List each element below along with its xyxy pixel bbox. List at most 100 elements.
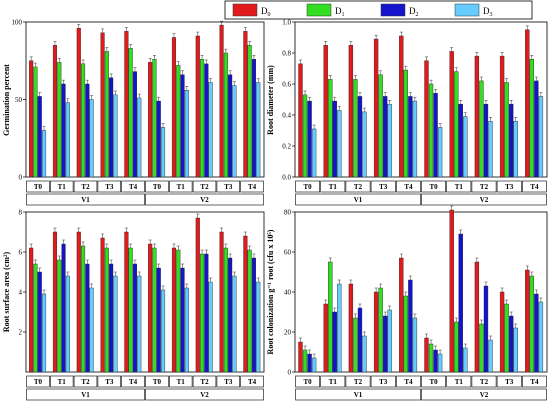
bar-D3-T2 — [208, 281, 213, 373]
category-label: T0 — [430, 183, 439, 191]
bar-D0-T3 — [219, 231, 224, 373]
category-box — [370, 375, 396, 388]
bar-D3-T1 — [65, 102, 70, 178]
category-box — [421, 180, 447, 193]
bar-D0-T3 — [100, 237, 105, 373]
bar-D2-T1 — [332, 311, 337, 373]
bar-D1-T4 — [247, 45, 252, 178]
group-box — [421, 193, 547, 206]
group-label: V1 — [81, 391, 90, 399]
bar-D3-T4 — [538, 96, 544, 178]
bar-D2-T4 — [534, 293, 539, 373]
group-box — [295, 193, 421, 206]
group-box — [421, 388, 547, 401]
category-label: T2 — [200, 183, 209, 191]
bar-D0-T2 — [474, 261, 480, 373]
bar-D1-T3 — [378, 74, 383, 178]
bar-D1-T1 — [176, 249, 181, 373]
y-axis-title: Root diameter (mm) — [266, 65, 275, 135]
bar-D3-T4 — [137, 97, 142, 178]
category-box — [26, 375, 50, 388]
bar-D3-T3 — [113, 94, 118, 178]
bar-D2-T0 — [433, 93, 438, 178]
bar-D1-T4 — [247, 249, 252, 373]
category-box — [421, 375, 447, 388]
bar-D3-T4 — [256, 82, 261, 178]
bar-D3-T3 — [113, 275, 118, 373]
category-box — [521, 180, 547, 193]
group-label: V1 — [81, 196, 90, 204]
category-box — [192, 180, 217, 193]
bar-D3-T2 — [89, 287, 94, 373]
bar-D1-T3 — [104, 247, 109, 373]
bar-D3-T1 — [337, 110, 342, 178]
bar-D2-T1 — [180, 267, 185, 373]
bar-D0-T1 — [323, 303, 328, 373]
bar-D0-T4 — [124, 231, 129, 373]
bar-D0-T4 — [525, 29, 530, 178]
bar-D1-T3 — [223, 52, 228, 178]
category-label: T2 — [81, 378, 90, 386]
category-box — [496, 375, 522, 388]
category-label: T0 — [430, 378, 439, 386]
group-box — [145, 388, 264, 401]
bar-D2-T2 — [204, 253, 209, 373]
bar-D0-T0 — [148, 243, 153, 373]
bar-D0-T3 — [499, 55, 505, 178]
bar-D2-T3 — [509, 315, 514, 373]
bar-D2-T4 — [251, 257, 256, 373]
group-label: V2 — [200, 391, 209, 399]
category-box — [345, 375, 371, 388]
y-tick-label: 0.6 — [282, 81, 291, 89]
bar-D2-T2 — [357, 307, 363, 373]
category-label: T3 — [105, 183, 114, 191]
bar-D3-T1 — [337, 283, 342, 373]
bar-D1-T2 — [479, 323, 484, 373]
bar-D3-T2 — [488, 339, 493, 373]
bar-D2-T4 — [408, 279, 413, 373]
bar-D2-T2 — [85, 83, 90, 178]
category-label: T3 — [505, 378, 514, 386]
bar-D0-T4 — [124, 31, 129, 178]
bar-D1-T0 — [302, 349, 308, 373]
bar-D1-T1 — [57, 259, 62, 373]
group-label: V2 — [480, 196, 489, 204]
bar-D2-T0 — [156, 267, 161, 373]
bar-D2-T2 — [85, 263, 90, 373]
bar-D2-T0 — [307, 100, 312, 178]
category-box — [446, 375, 472, 388]
category-box — [145, 375, 169, 388]
bar-D3-T0 — [437, 127, 443, 178]
bar-D3-T3 — [387, 309, 392, 373]
group-box — [295, 388, 421, 401]
bar-D0-T3 — [499, 291, 505, 373]
bar-D0-T0 — [29, 247, 34, 373]
category-box — [521, 375, 547, 388]
y-tick-label: 0 — [19, 174, 23, 182]
category-box — [395, 375, 421, 388]
bar-D1-T4 — [529, 275, 535, 373]
germination-panel: 0 50 100 Germination percent T0 T1 T2 T3 T4 T0 T1 T… — [2, 19, 265, 206]
bar-D3-T4 — [412, 317, 418, 373]
y-tick-label: 0.0 — [282, 174, 291, 182]
category-label: T4 — [404, 183, 413, 191]
category-label: T3 — [105, 378, 114, 386]
category-label: T0 — [304, 183, 313, 191]
bar-D2-T0 — [37, 271, 42, 373]
bar-D2-T4 — [132, 263, 137, 373]
bar-D0-T2 — [76, 231, 81, 373]
root-surface-area-panel: 2 4 6 8 Root surface area (cm²) T0 T1 T2 T3 T4 T0 T… — [2, 209, 265, 401]
bar-D0-T1 — [52, 231, 58, 373]
bar-D3-T4 — [412, 100, 418, 178]
bar-D0-T1 — [171, 247, 177, 373]
y-tick-label: 0.4 — [282, 112, 291, 120]
legend-label-sub: 3 — [490, 12, 493, 18]
category-box — [121, 375, 145, 388]
bar-D0-T0 — [29, 60, 34, 178]
bar-D3-T0 — [160, 127, 166, 178]
category-label: T1 — [177, 378, 186, 386]
bar-D3-T1 — [65, 275, 70, 373]
category-label: T0 — [304, 378, 313, 386]
root-colonization-panel: 0 20 40 60 80 Root colonization g⁻¹ root (cfu… — [266, 205, 548, 401]
bar-D0-T1 — [171, 37, 177, 178]
